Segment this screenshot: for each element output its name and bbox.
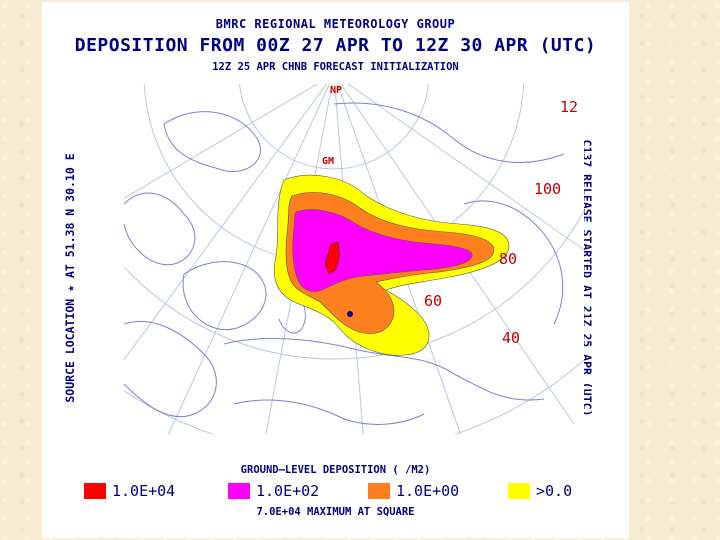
- deposition-title: DEPOSITION FROM 00Z 27 APR TO 12Z 30 APR…: [74, 35, 597, 56]
- latitude-label-12: 12: [560, 98, 578, 116]
- legend-item-1e4: 1.0E+04: [84, 480, 175, 502]
- deposition-contour-1e2: [292, 209, 473, 292]
- legend-item-1e2: 1.0E+02: [228, 480, 319, 502]
- legend-item-1e0: 1.0E+00: [368, 480, 459, 502]
- source-marker: [347, 311, 353, 317]
- legend-swatch-magenta: [228, 483, 250, 499]
- latitude-label-100: 100: [534, 180, 561, 198]
- forecast-initialization-subtitle: 12Z 25 APR CHNB FORECAST INITIALIZATION: [212, 61, 459, 73]
- legend-title: GROUND–LEVEL DEPOSITION ( /M2): [240, 464, 431, 476]
- legend-item-gt0: >0.0: [508, 480, 572, 502]
- forecast-map-panel: BMRC REGIONAL METEOROLOGY GROUP DEPOSITI…: [42, 2, 629, 538]
- greenwich-meridian-label: GM: [322, 156, 334, 167]
- legend-label: 1.0E+00: [396, 482, 460, 500]
- source-location-label: SOURCE LOCATION ★ AT 51.38 N 30.10 E: [63, 153, 77, 403]
- latitude-label-60: 60: [424, 292, 442, 310]
- deposition-map: NP GM 12 100 80 60 40: [124, 84, 584, 434]
- organization-title: BMRC REGIONAL METEOROLOGY GROUP: [215, 17, 456, 31]
- north-pole-label: NP: [330, 85, 342, 96]
- legend-label: 1.0E+02: [256, 482, 320, 500]
- deposition-contour-1e4: [324, 241, 341, 275]
- legend-label: 1.0E+04: [112, 482, 176, 500]
- maximum-note: 7.0E+04 MAXIMUM AT SQUARE: [256, 506, 415, 518]
- legend-label: >0.0: [536, 482, 573, 500]
- coastlines: [124, 102, 565, 425]
- latitude-label-40: 40: [502, 329, 520, 347]
- legend-swatch-red: [84, 483, 106, 499]
- legend-swatch-orange: [368, 483, 390, 499]
- legend-swatch-yellow: [508, 483, 530, 499]
- latitude-label-80: 80: [499, 250, 517, 268]
